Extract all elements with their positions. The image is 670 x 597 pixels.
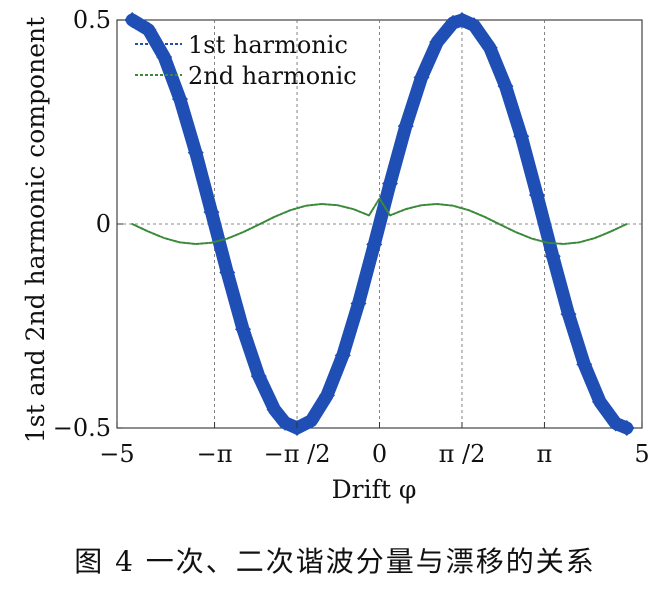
x-axis-label: Drift φ bbox=[332, 475, 417, 504]
data-point-1st-harmonic bbox=[466, 17, 482, 34]
y-tick-label: −0.5 bbox=[53, 414, 111, 442]
series-line-1st-harmonic bbox=[125, 13, 634, 435]
x-tick-label: 5 bbox=[634, 440, 649, 468]
data-point-1st-harmonic bbox=[187, 144, 204, 161]
data-point-1st-harmonic bbox=[334, 347, 351, 364]
data-point-1st-harmonic bbox=[219, 264, 236, 281]
data-point-1st-harmonic bbox=[513, 128, 530, 145]
data-point-1st-harmonic bbox=[618, 420, 635, 436]
data-point-1st-harmonic bbox=[397, 118, 414, 135]
x-tick-label: −π bbox=[197, 440, 233, 468]
data-point-1st-harmonic bbox=[529, 187, 545, 204]
legend-marker-1st-harmonic bbox=[153, 39, 163, 49]
data-point-1st-harmonic bbox=[124, 12, 141, 28]
x-tick-label: π bbox=[537, 440, 553, 468]
series-line-2nd-harmonic bbox=[131, 197, 628, 245]
data-point-1st-harmonic bbox=[481, 39, 498, 56]
data-point-1st-harmonic bbox=[592, 393, 608, 410]
data-point-1st-harmonic bbox=[366, 236, 383, 253]
data-point-1st-harmonic bbox=[303, 412, 320, 429]
x-tick-label: π /2 bbox=[439, 440, 486, 468]
y-axis-label: 1st and 2nd harmonic component bbox=[21, 17, 50, 443]
data-point-1st-harmonic bbox=[203, 204, 220, 221]
data-point-1st-harmonic bbox=[319, 387, 335, 404]
data-point-1st-harmonic bbox=[277, 414, 293, 431]
x-tick-label: 0 bbox=[372, 440, 387, 468]
x-tick-label: −π /2 bbox=[264, 440, 331, 468]
series-layer bbox=[124, 12, 635, 436]
tick-layer: −5 −π −π /2 0 π /2 π 5 0.5 0 −0.5 bbox=[53, 6, 650, 468]
data-point-1st-harmonic bbox=[140, 21, 157, 38]
data-point-1st-harmonic bbox=[497, 78, 514, 95]
figure-caption: 图 4 一次、二次谐波分量与漂移的关系 bbox=[74, 545, 596, 578]
data-point-1st-harmonic bbox=[156, 49, 173, 66]
data-point-1st-harmonic bbox=[413, 69, 430, 86]
data-point-1st-harmonic bbox=[544, 248, 561, 265]
data-point-1st-harmonic bbox=[576, 356, 593, 373]
data-point-1st-harmonic bbox=[382, 175, 398, 192]
harmonic-chart: −5 −π −π /2 0 π /2 π 5 0.5 0 −0.5 Drift φ 1st and… bbox=[21, 6, 650, 504]
data-point-1st-harmonic bbox=[453, 12, 470, 28]
legend: 1st harmonic 2nd harmonic bbox=[135, 31, 357, 90]
legend-label-1st-harmonic: 1st harmonic bbox=[188, 31, 348, 59]
data-point-1st-harmonic bbox=[172, 91, 188, 108]
data-point-1st-harmonic bbox=[429, 34, 446, 51]
y-tick-label: 0 bbox=[96, 210, 111, 238]
data-point-1st-harmonic bbox=[250, 368, 267, 385]
legend-label-2nd-harmonic: 2nd harmonic bbox=[188, 62, 357, 90]
y-tick-label: 0.5 bbox=[73, 6, 111, 34]
x-tick-label: −5 bbox=[99, 440, 134, 468]
data-point-1st-harmonic bbox=[235, 321, 251, 338]
data-point-1st-harmonic bbox=[350, 295, 367, 312]
data-point-1st-harmonic bbox=[560, 306, 577, 323]
data-point-1st-harmonic bbox=[266, 401, 283, 418]
